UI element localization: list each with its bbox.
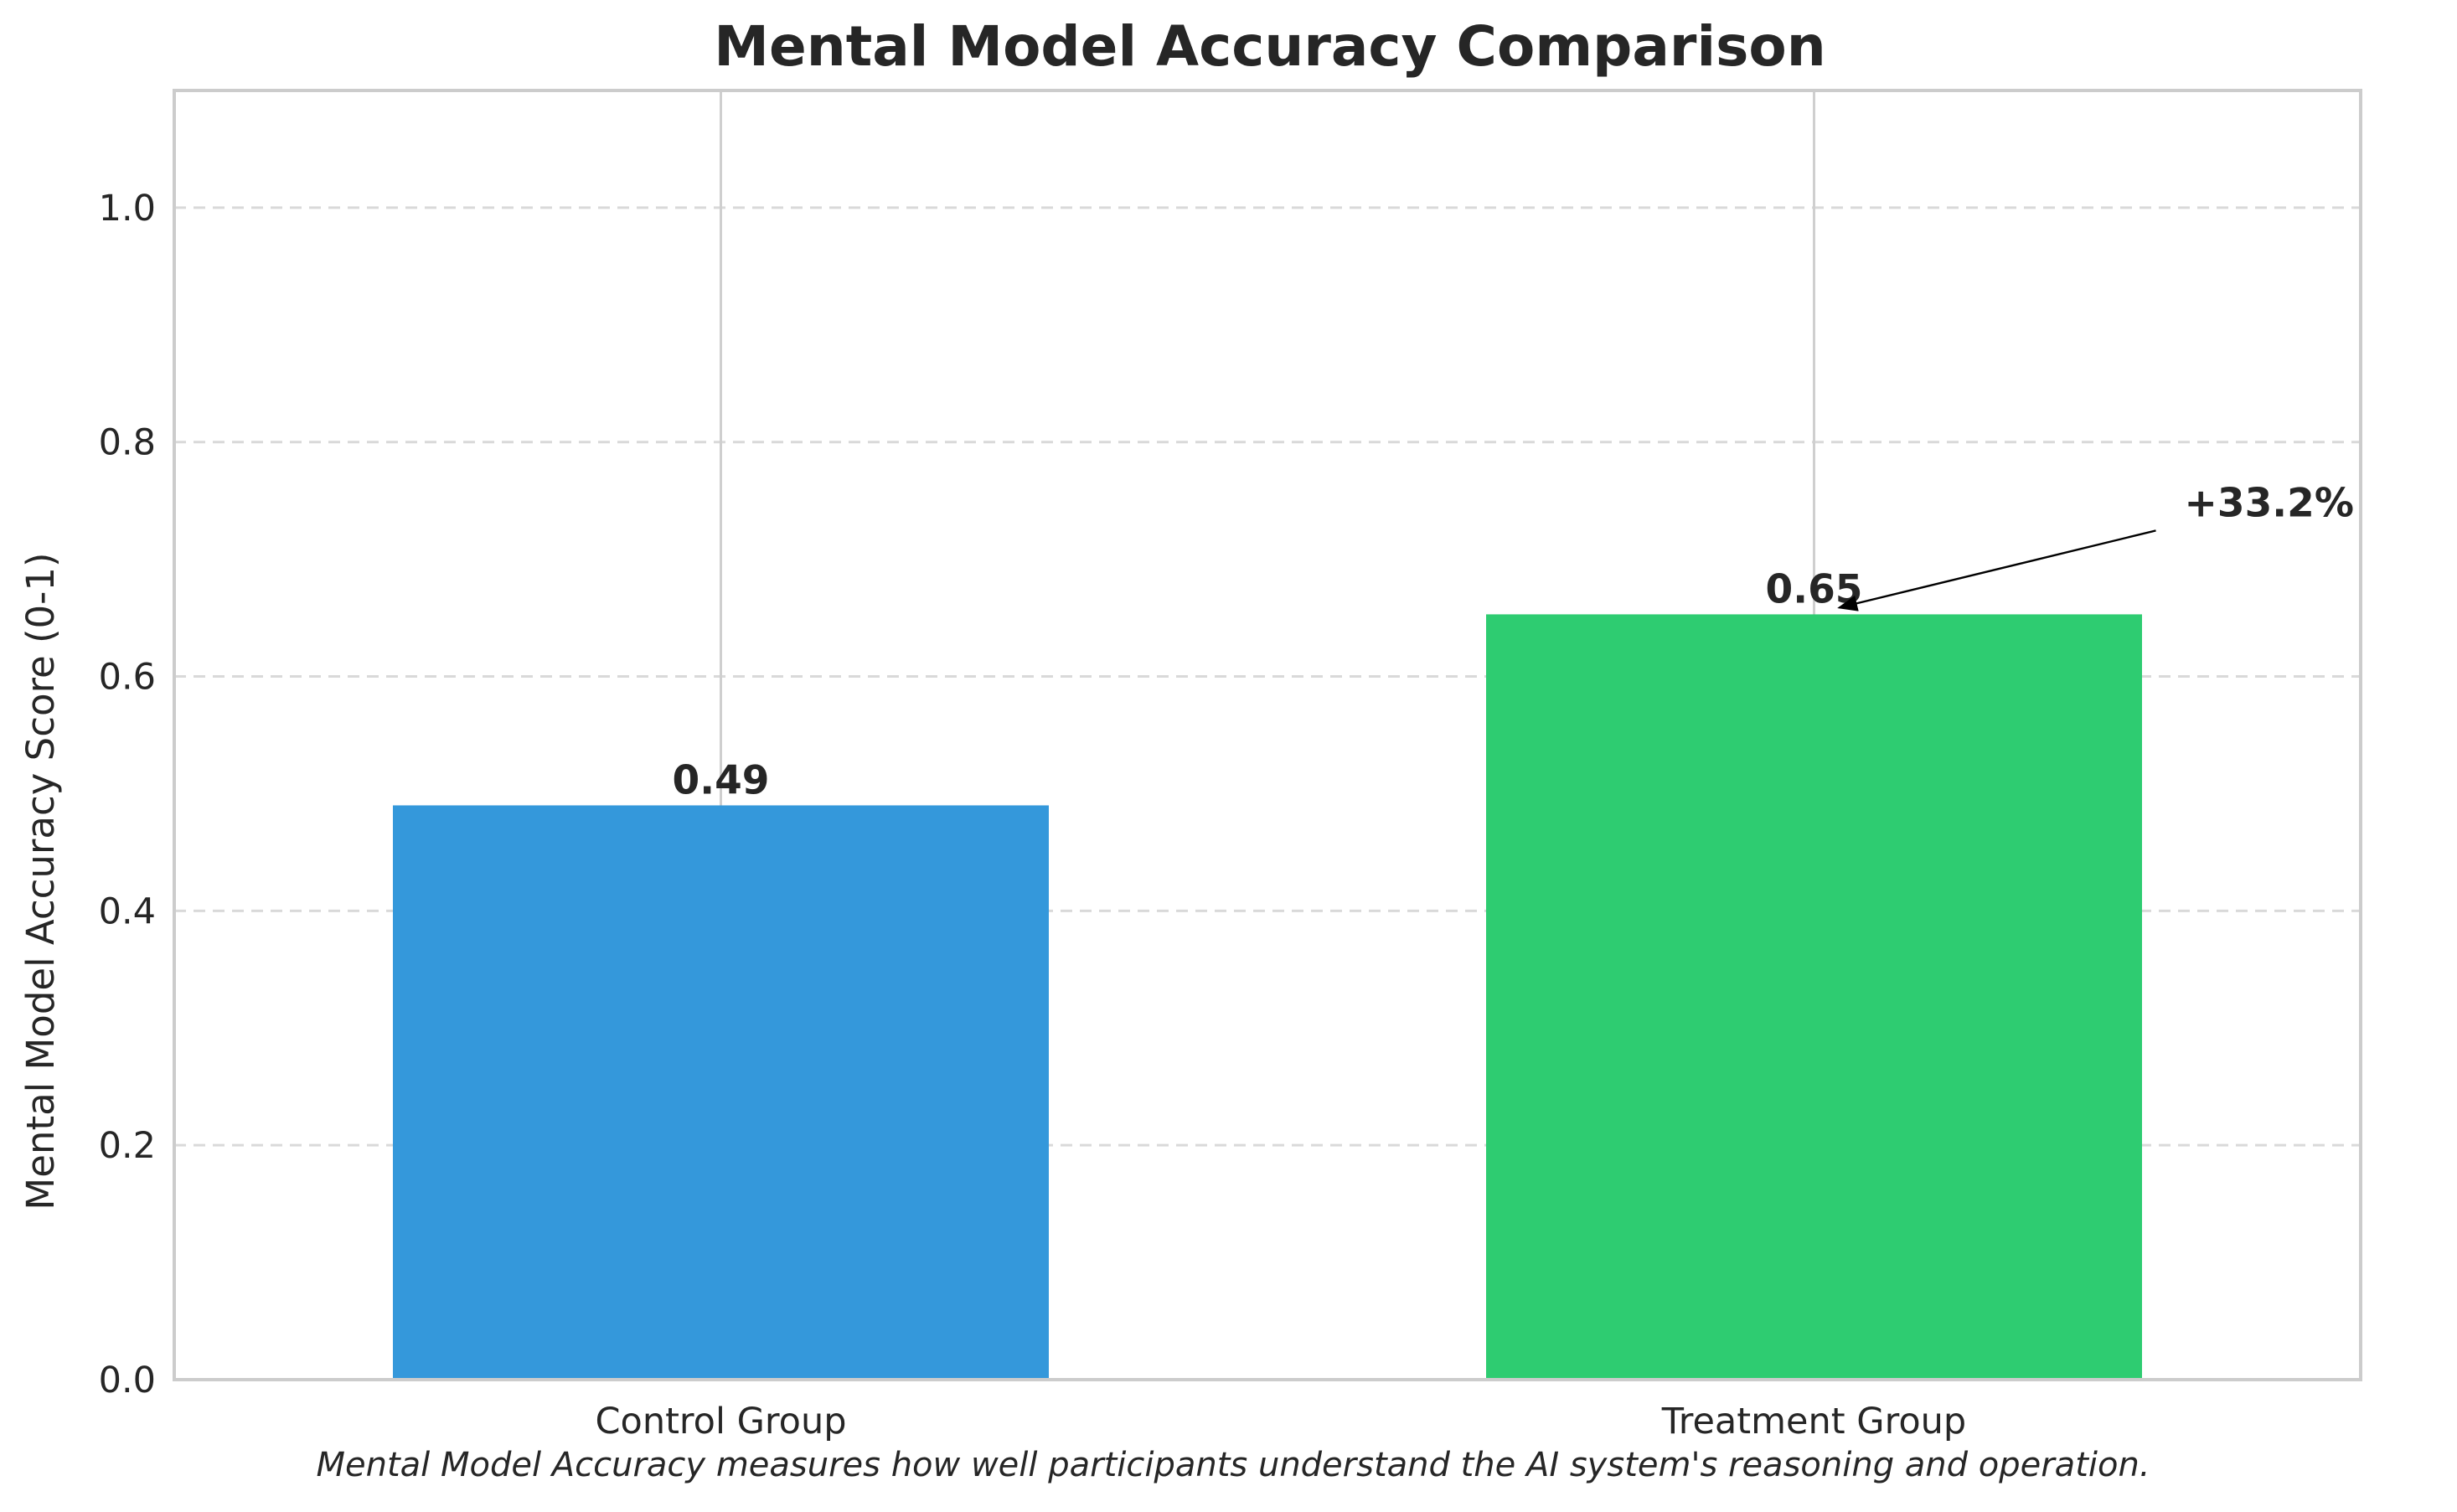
chart-caption: Mental Model Accuracy measures how well … — [316, 1446, 2150, 1484]
y-tick-label: 0.0 — [99, 1360, 156, 1401]
bars — [393, 614, 2142, 1380]
y-axis-label: Mental Model Accuracy Score (0-1) — [18, 552, 63, 1210]
x-tick-label: Treatment Group — [1661, 1401, 1966, 1442]
y-tick-label: 0.8 — [99, 422, 156, 464]
tick-labels: 0.0 0.2 0.4 0.6 0.8 1.0 Control Group Treatment… — [99, 188, 1967, 1442]
y-tick-label: 0.2 — [99, 1125, 156, 1167]
y-tick-label: 0.6 — [99, 657, 156, 699]
annotation-label: +33.2% — [2185, 480, 2354, 526]
y-tick-label: 1.0 — [99, 188, 156, 230]
annotation-arrow — [1837, 529, 2156, 612]
axes-frame — [173, 89, 2362, 1381]
annotation: +33.2% — [1837, 480, 2354, 612]
x-tick-label: Control Group — [595, 1401, 846, 1442]
bar-control-group — [393, 805, 1049, 1380]
bar-treatment-group — [1486, 614, 2142, 1380]
chart-title: Mental Model Accuracy Comparison — [714, 14, 1825, 79]
bar-value-label: 0.49 — [673, 757, 770, 803]
y-tick-label: 0.4 — [99, 890, 156, 932]
plot-frame — [173, 89, 2362, 1381]
